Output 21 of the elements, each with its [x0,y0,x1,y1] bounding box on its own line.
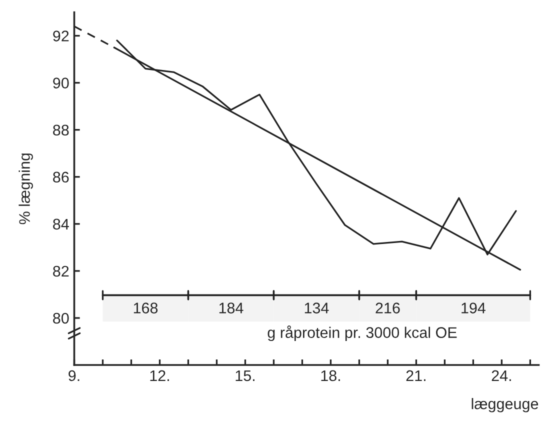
band-label: 194 [462,302,486,314]
y-axis-title: % lægning [18,154,33,224]
y-tick-label: 90 [53,78,69,88]
x-tick-label: 9. [68,370,80,382]
x-tick-label: 15. [236,370,254,382]
y-tick-label: 88 [53,124,69,136]
y-tick-label: 86 [53,172,69,183]
band-label: 184 [219,302,244,314]
y-tick-label: 82 [53,266,69,277]
y-tick-label: 80 [53,312,69,324]
x-tick-label: 24. [492,370,511,381]
y-tick-label: 84 [53,218,69,230]
annotation: g råprotein pr. 3000 kcal OE [268,326,457,342]
y-tick-label: 92 [53,30,69,42]
x-axis-title: læggeuge [472,398,538,412]
x-tick-label: 12. [150,370,169,381]
band-label: 134 [304,302,329,314]
x-tick-label: 21. [406,370,426,381]
band-label: 168 [134,302,158,314]
x-tick-label: 18. [321,370,340,382]
band-label: 216 [376,302,400,314]
